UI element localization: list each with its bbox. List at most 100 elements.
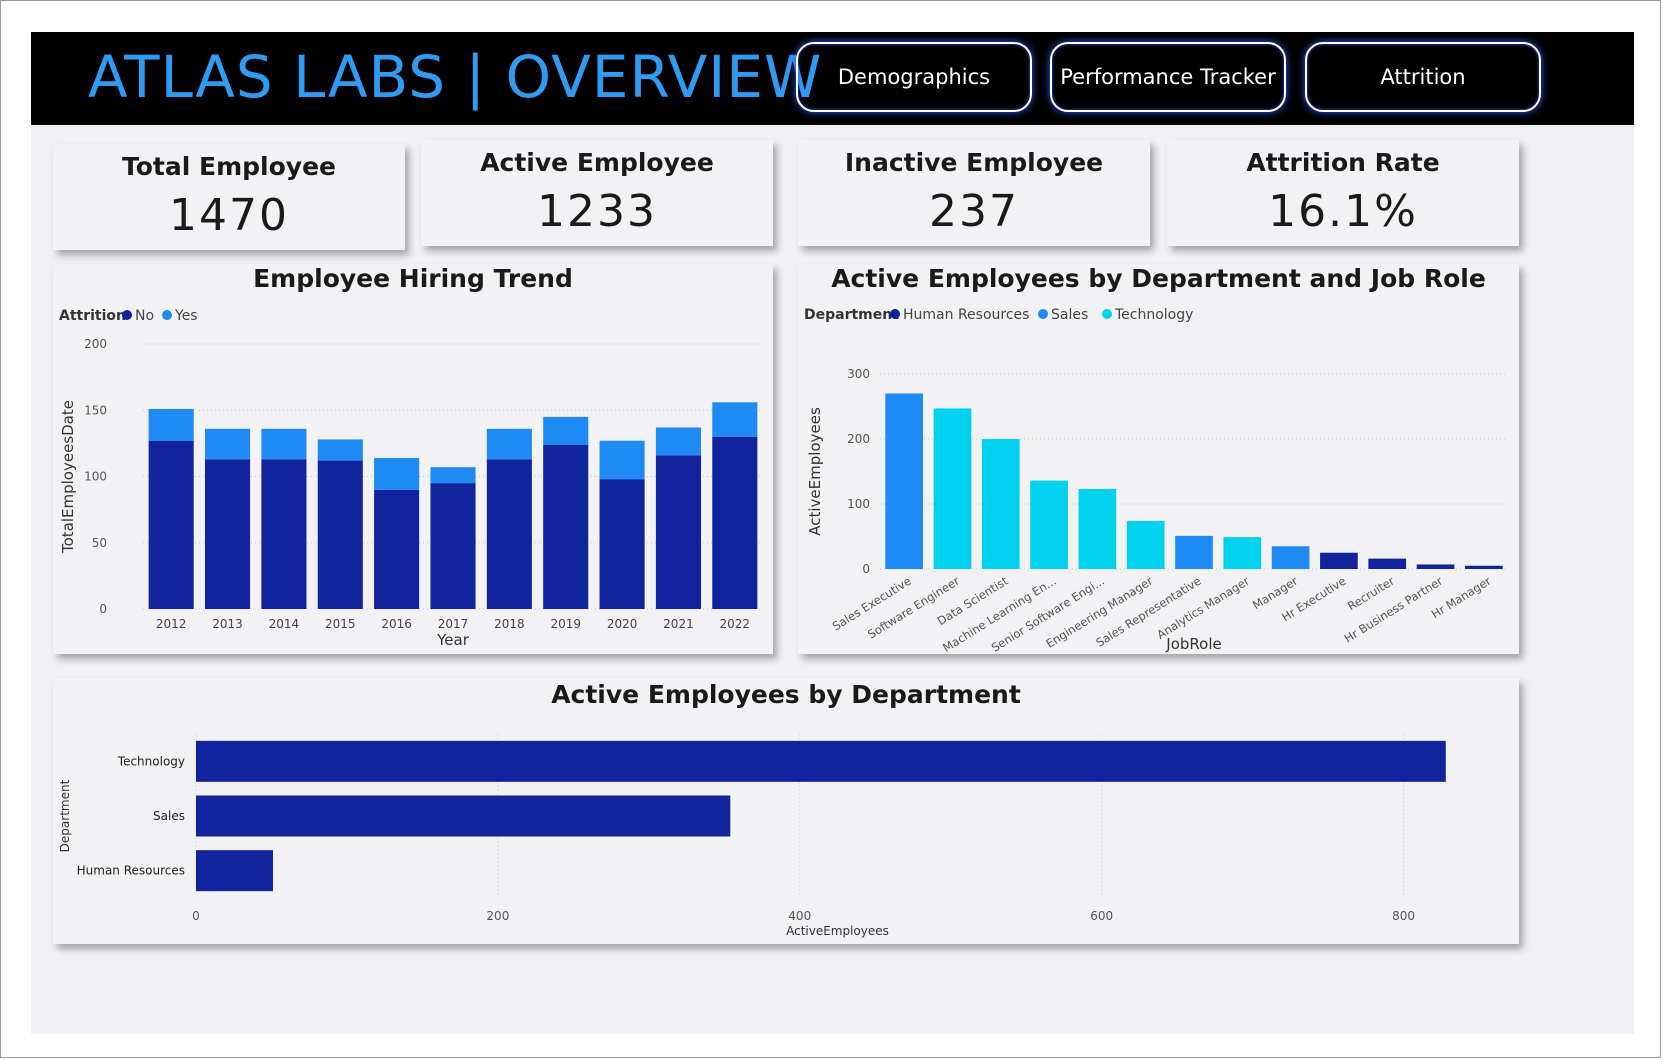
bar-no — [712, 436, 758, 609]
kpi-label: Attrition Rate — [1246, 148, 1440, 177]
department-chart-card: Active Employees by Department 0 200 400 60… — [53, 678, 1519, 944]
bar-jobrole — [885, 393, 923, 569]
bar-no — [374, 489, 420, 609]
chart-title: Active Employees by Department and Job R… — [831, 264, 1486, 293]
kpi-card-inactive-employee: Inactive Employee 237 — [798, 140, 1150, 246]
x-tick-label: 2019 — [550, 617, 581, 631]
x-tick-label: 600 — [1090, 909, 1113, 923]
y-tick-label: 300 — [847, 367, 870, 381]
kpi-label: Inactive Employee — [844, 148, 1104, 177]
kpi-label: Total Employee — [122, 152, 336, 181]
bar-jobrole — [1126, 520, 1165, 569]
bar-yes — [599, 440, 645, 480]
y-tick-label: 50 — [92, 536, 107, 550]
x-tick-label: 400 — [788, 909, 811, 923]
bar-department — [196, 795, 731, 837]
bar-jobrole — [1223, 537, 1262, 569]
y-tick-label: Technology — [117, 754, 185, 768]
kpi-card-active-employee: Active Employee 1233 — [421, 140, 773, 246]
legend-label: Technology — [1114, 307, 1193, 323]
y-tick-label: Sales — [153, 809, 185, 823]
y-tick-label: 200 — [847, 432, 870, 446]
x-tick-label: 2014 — [269, 617, 300, 631]
x-tick-label: 2012 — [156, 617, 187, 631]
x-tick-label: 0 — [192, 909, 200, 923]
bar-yes — [374, 457, 420, 490]
bar-no — [148, 440, 194, 609]
bar-jobrole — [1030, 480, 1068, 569]
kpi-value: 16.1% — [1268, 186, 1418, 237]
bar-jobrole — [1465, 565, 1503, 569]
x-tick-label: 2015 — [325, 617, 356, 631]
hiring-trend-chart: Attrition No Yes 0 50 100 150 200 TotalEmployees… — [59, 308, 763, 649]
legend-title: Attrition — [59, 308, 126, 324]
x-tick-label: 200 — [486, 909, 509, 923]
kpi-value: 1470 — [169, 190, 289, 241]
x-tick-label: 2016 — [381, 617, 412, 631]
page-title: ATLAS LABS | OVERVIEW — [88, 43, 823, 111]
bar-department — [196, 850, 273, 892]
y-tick-label: 0 — [862, 562, 870, 576]
bar-yes — [430, 467, 476, 484]
legend-label: No — [135, 308, 154, 324]
bar-jobrole — [1175, 535, 1213, 569]
bar-no — [655, 455, 701, 609]
bar-no — [205, 459, 251, 609]
x-tick-label: 2018 — [494, 617, 525, 631]
bar-no — [317, 460, 363, 609]
jobrole-chart-card: Active Employees by Department and Job R… — [798, 264, 1519, 654]
y-axis-label: TotalEmployeesDate — [59, 400, 77, 554]
chart-title: Employee Hiring Trend — [253, 264, 573, 293]
legend-title: Department — [804, 307, 899, 323]
x-axis-label: ActiveEmployees — [786, 924, 889, 938]
bar-yes — [655, 427, 701, 456]
x-axis-label: Year — [436, 631, 470, 649]
kpi-card-total-employee: Total Employee 1470 — [53, 144, 405, 250]
y-tick-label: 100 — [84, 470, 107, 484]
bar-jobrole — [1271, 546, 1310, 569]
x-tick-label: 2013 — [212, 617, 243, 631]
x-tick-label: Analytics Manager — [1154, 574, 1252, 642]
legend-marker — [1038, 309, 1048, 319]
nav-attrition-button[interactable]: Attrition — [1305, 42, 1541, 112]
legend-label: Human Resources — [903, 307, 1029, 323]
bar-no — [486, 459, 532, 609]
y-tick-label: 200 — [84, 337, 107, 351]
bar-jobrole — [1368, 558, 1407, 569]
kpi-card-attrition-rate: Attrition Rate 16.1% — [1167, 140, 1519, 246]
jobrole-chart: Department Human Resources Sales Technology… — [804, 307, 1508, 654]
legend-marker — [890, 309, 900, 319]
chart-title: Active Employees by Department — [551, 680, 1021, 709]
bar-jobrole — [1078, 489, 1117, 569]
y-tick-label: Human Resources — [77, 864, 185, 878]
y-tick-label: 100 — [847, 497, 870, 511]
x-tick-label: 800 — [1392, 909, 1415, 923]
bar-yes — [543, 416, 589, 445]
bar-jobrole — [1320, 552, 1358, 569]
header-bar: ATLAS LABS | OVERVIEW Demographics Perfo… — [31, 32, 1634, 125]
bar-yes — [205, 428, 251, 460]
x-tick-label: 2022 — [720, 617, 751, 631]
bar-no — [599, 479, 645, 609]
bar-yes — [486, 428, 532, 460]
department-chart: 0 200 400 600 800 Technology Sales Human Resour… — [58, 734, 1446, 938]
bar-no — [430, 483, 476, 609]
kpi-value: 237 — [929, 186, 1019, 237]
x-axis-label: JobRole — [1165, 635, 1221, 653]
nav-performance-tracker-button[interactable]: Performance Tracker — [1050, 42, 1286, 112]
x-tick-label: 2017 — [438, 617, 469, 631]
kpi-value: 1233 — [537, 186, 657, 237]
x-tick-label: 2021 — [663, 617, 694, 631]
dashboard-canvas: ATLAS LABS | OVERVIEW Demographics Perfo… — [31, 32, 1634, 1034]
nav-demographics-button[interactable]: Demographics — [796, 42, 1032, 112]
legend-marker — [162, 310, 172, 320]
bar-yes — [712, 402, 758, 437]
legend-label: Sales — [1051, 307, 1088, 323]
x-tick-label: 2020 — [607, 617, 638, 631]
legend-label: Yes — [174, 308, 198, 324]
bar-no — [543, 444, 589, 609]
bar-no — [261, 459, 307, 609]
y-tick-label: 150 — [84, 403, 107, 417]
bar-jobrole — [933, 408, 972, 569]
